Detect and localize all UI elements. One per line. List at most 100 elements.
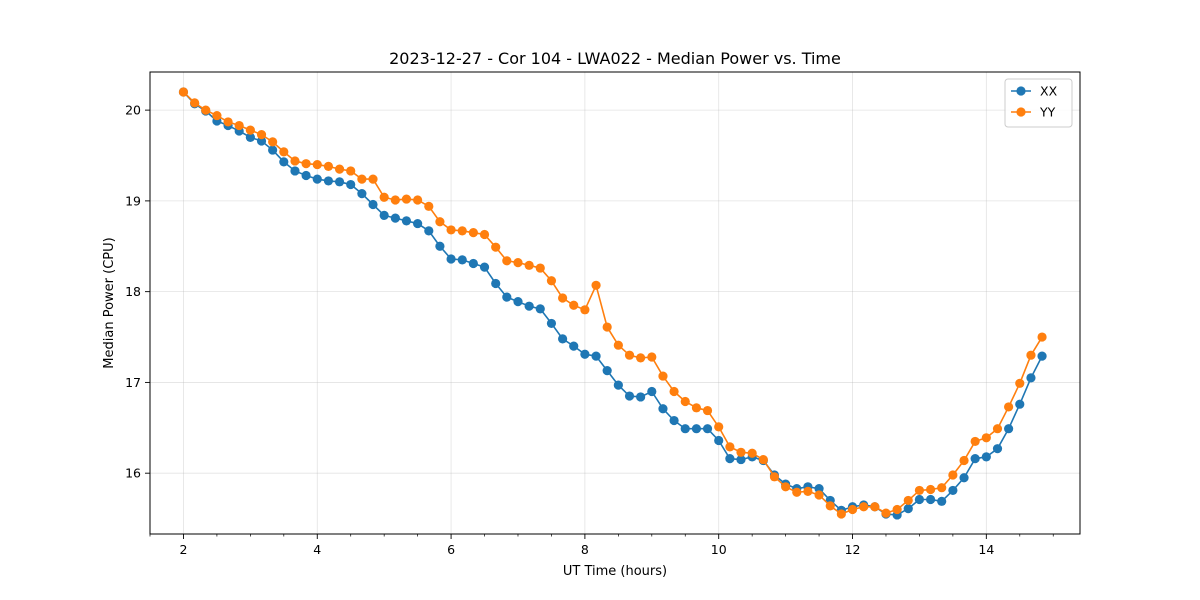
data-point-xx xyxy=(669,415,679,426)
data-point-xx xyxy=(691,424,702,434)
data-point-yy xyxy=(937,483,947,493)
data-point-yy xyxy=(346,166,356,176)
data-point-yy xyxy=(312,159,322,170)
data-point-xx xyxy=(546,318,557,329)
data-point-xx xyxy=(357,189,367,199)
data-point-yy xyxy=(379,192,389,202)
data-point-yy xyxy=(948,470,958,480)
data-point-yy xyxy=(680,396,690,407)
x-tick-label: 12 xyxy=(845,542,861,557)
data-point-yy xyxy=(725,442,735,452)
data-point-xx xyxy=(970,454,980,464)
data-point-xx xyxy=(502,292,512,302)
data-point-yy xyxy=(279,147,289,157)
plot-area-frame xyxy=(149,71,1081,535)
data-point-xx xyxy=(256,136,267,146)
data-point-yy xyxy=(234,120,244,131)
data-point-xx xyxy=(624,391,635,401)
data-point-yy xyxy=(658,371,668,381)
data-point-xx xyxy=(981,452,991,462)
data-point-yy xyxy=(736,447,746,457)
data-point-yy xyxy=(914,485,925,496)
legend-label-xx: XX xyxy=(1040,84,1058,99)
data-point-yy xyxy=(558,293,568,303)
y-tick-label: 19 xyxy=(125,193,141,208)
y-tick-label: 18 xyxy=(125,284,141,299)
data-point-yy xyxy=(814,490,824,500)
data-point-xx xyxy=(1026,373,1036,383)
data-point-xx xyxy=(346,179,356,190)
data-point-yy xyxy=(892,504,902,515)
data-point-xx xyxy=(479,262,490,272)
data-point-yy xyxy=(714,422,724,432)
x-axis-label: UT Time (hours) xyxy=(563,564,667,579)
chart-title: 2023-12-27 - Cor 104 - LWA022 - Median P… xyxy=(389,49,841,68)
data-point-yy xyxy=(781,482,791,492)
x-tick-label: 8 xyxy=(581,542,589,557)
data-point-xx xyxy=(368,199,378,210)
data-point-yy xyxy=(669,386,679,397)
data-point-yy xyxy=(792,487,802,497)
data-point-xx xyxy=(714,435,724,446)
data-point-yy xyxy=(647,352,657,362)
legend-frame xyxy=(1004,78,1073,128)
data-point-xx xyxy=(424,226,434,236)
data-point-xx xyxy=(524,301,534,311)
data-point-xx xyxy=(334,177,345,187)
y-tick-label: 20 xyxy=(125,103,141,118)
x-tick-label: 4 xyxy=(313,542,321,557)
data-point-yy xyxy=(1026,350,1036,360)
data-point-xx xyxy=(959,473,969,483)
data-point-yy xyxy=(602,322,612,332)
data-point-yy xyxy=(613,340,623,350)
data-point-xx xyxy=(457,255,467,265)
data-point-yy xyxy=(524,260,534,270)
data-point-yy xyxy=(301,159,311,169)
data-point-yy xyxy=(357,174,367,184)
data-point-xx xyxy=(702,424,713,434)
data-point-yy xyxy=(580,305,590,315)
data-point-yy xyxy=(591,280,601,290)
data-point-xx xyxy=(446,254,456,264)
data-point-xx xyxy=(379,210,389,221)
data-point-xx xyxy=(903,503,913,514)
data-point-xx xyxy=(1037,351,1047,361)
data-point-xx xyxy=(401,216,412,226)
data-point-xx xyxy=(390,213,400,223)
data-point-yy xyxy=(803,486,813,496)
data-point-xx xyxy=(1015,399,1025,409)
data-point-yy xyxy=(502,256,512,266)
data-point-yy xyxy=(413,195,423,205)
data-point-yy xyxy=(268,137,278,147)
legend-marker-xx xyxy=(1016,86,1026,96)
x-tick-label: 10 xyxy=(711,542,727,557)
data-point-yy xyxy=(457,226,467,236)
data-point-yy xyxy=(1004,402,1014,412)
data-point-yy xyxy=(702,405,713,416)
data-point-xx xyxy=(312,174,322,184)
data-point-yy xyxy=(859,502,869,512)
legend: XX YY xyxy=(1004,78,1073,128)
data-point-yy xyxy=(926,484,936,495)
data-point-yy xyxy=(1037,332,1047,342)
data-point-yy xyxy=(959,455,969,466)
data-point-xx xyxy=(491,278,501,289)
data-point-yy xyxy=(334,164,345,174)
data-point-xx xyxy=(268,145,278,155)
data-point-xx xyxy=(323,176,334,186)
data-point-xx xyxy=(413,218,423,229)
data-point-xx xyxy=(725,454,735,464)
data-point-yy xyxy=(201,105,211,115)
data-point-xx xyxy=(736,454,746,465)
x-tick-label: 6 xyxy=(447,542,455,557)
data-point-xx xyxy=(602,366,612,376)
y-tick-label: 17 xyxy=(125,375,141,390)
data-point-xx xyxy=(580,349,590,359)
data-point-xx xyxy=(279,157,289,167)
data-point-yy xyxy=(401,194,412,204)
data-point-yy xyxy=(479,229,490,240)
data-point-yy xyxy=(970,436,980,447)
x-tick-label: 2 xyxy=(179,542,187,557)
data-point-yy xyxy=(424,201,434,211)
